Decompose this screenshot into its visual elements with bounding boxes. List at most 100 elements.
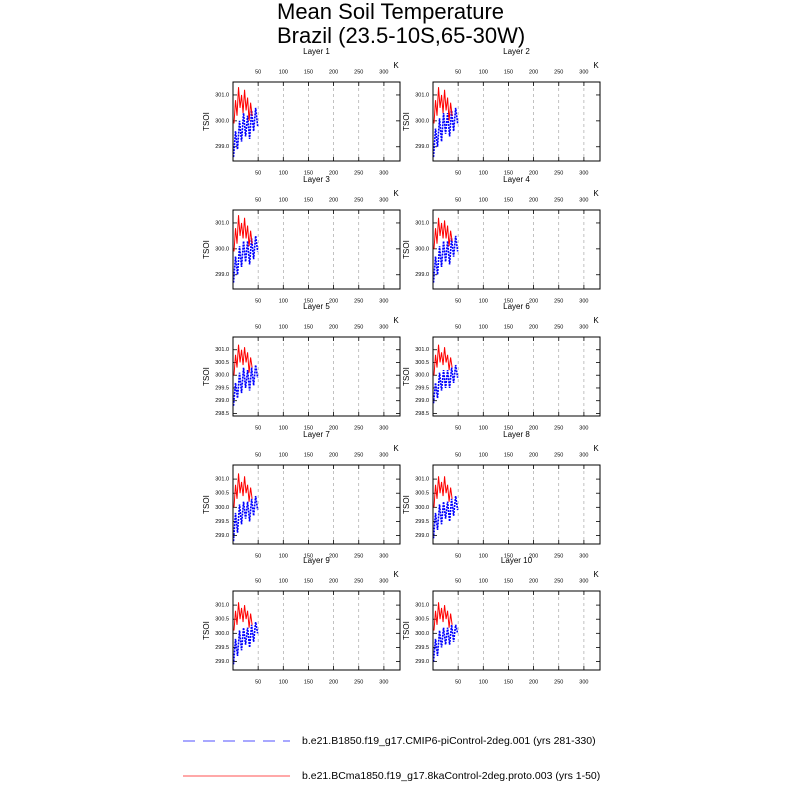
y-tick-label: 301.0 xyxy=(415,220,429,226)
x-tick-label: 100 xyxy=(479,170,488,176)
y-tick-label: 299.0 xyxy=(215,533,229,539)
x-tick-label: 50 xyxy=(255,679,261,685)
x2-tick-label: 200 xyxy=(329,197,338,203)
panel-title: Layer 1 xyxy=(303,47,330,56)
y-tick-label: 300.5 xyxy=(415,360,429,366)
plot-frame xyxy=(432,336,601,417)
y-tick-label: 301.0 xyxy=(215,92,229,98)
panel-title: Layer 2 xyxy=(503,47,530,56)
x2-tick-label: 50 xyxy=(255,197,261,203)
x2-tick-label: 250 xyxy=(554,197,563,203)
x-tick-label: 100 xyxy=(479,679,488,685)
x-tick-label: 100 xyxy=(479,425,488,431)
x2-tick-label: 100 xyxy=(479,452,488,458)
x2-tick-label: 250 xyxy=(554,69,563,75)
y-tick-label: 299.5 xyxy=(215,519,229,525)
panel-title: Layer 9 xyxy=(303,556,330,565)
y-tick-label: 300.5 xyxy=(215,360,229,366)
series-line xyxy=(432,107,459,158)
series-line xyxy=(433,344,453,376)
x2-axis-label: K xyxy=(593,316,599,325)
x2-tick-label: 150 xyxy=(304,69,313,75)
y-tick-label: 300.5 xyxy=(415,491,429,497)
x2-tick-label: 200 xyxy=(529,69,538,75)
y-tick-label: 301.0 xyxy=(215,603,229,609)
panel: Layer 9 TSOI K 50 100 150 200 250 300 50 100 150 200… xyxy=(202,556,401,685)
x2-tick-label: 150 xyxy=(504,197,513,203)
y-tick-label: 299.0 xyxy=(215,144,229,150)
x2-axis-label: K xyxy=(593,444,599,453)
plot-frame xyxy=(432,590,601,671)
y-axis-label: TSOI xyxy=(202,240,211,259)
panel-title: Layer 3 xyxy=(303,175,330,184)
y-tick-label: 300.0 xyxy=(215,505,229,511)
x2-tick-label: 200 xyxy=(529,452,538,458)
x-tick-label: 150 xyxy=(504,298,513,304)
panel-title: Layer 8 xyxy=(503,430,530,439)
x-tick-label: 150 xyxy=(304,170,313,176)
series-line xyxy=(232,495,259,542)
x2-tick-label: 150 xyxy=(304,197,313,203)
x-tick-label: 50 xyxy=(455,553,461,559)
figure-title: Mean Soil Temperature xyxy=(277,0,504,24)
x-tick-label: 250 xyxy=(554,679,563,685)
x2-tick-label: 200 xyxy=(329,578,338,584)
x2-tick-label: 100 xyxy=(279,197,288,203)
series-line xyxy=(232,107,259,158)
x2-axis-label: K xyxy=(593,61,599,70)
x-tick-label: 50 xyxy=(255,553,261,559)
y-tick-label: 299.0 xyxy=(215,659,229,665)
y-tick-label: 298.5 xyxy=(215,411,229,417)
x-tick-label: 100 xyxy=(279,679,288,685)
plot-frame xyxy=(232,81,401,162)
y-tick-label: 300.5 xyxy=(215,617,229,623)
y-tick-label: 299.5 xyxy=(415,385,429,391)
x-tick-label: 100 xyxy=(279,425,288,431)
series-line xyxy=(232,235,259,283)
x2-tick-label: 100 xyxy=(479,324,488,330)
y-tick-label: 299.5 xyxy=(415,645,429,651)
x2-axis-label: K xyxy=(393,570,399,579)
y-tick-label: 301.0 xyxy=(415,477,429,483)
x2-tick-label: 100 xyxy=(279,452,288,458)
y-tick-label: 301.0 xyxy=(215,477,229,483)
panel: Layer 2 TSOI K 50 100 150 200 250 300 50 100 150 200… xyxy=(402,47,601,176)
x-tick-label: 250 xyxy=(354,679,363,685)
x-tick-label: 250 xyxy=(354,170,363,176)
x2-tick-label: 200 xyxy=(329,452,338,458)
x2-tick-label: 250 xyxy=(354,197,363,203)
x2-tick-label: 250 xyxy=(554,324,563,330)
x2-axis-label: K xyxy=(593,570,599,579)
x-tick-label: 250 xyxy=(554,170,563,176)
plot-frame xyxy=(432,209,601,290)
x-tick-label: 200 xyxy=(529,425,538,431)
x-tick-label: 300 xyxy=(579,170,588,176)
x-tick-label: 200 xyxy=(529,679,538,685)
x-tick-label: 150 xyxy=(304,679,313,685)
y-tick-label: 299.0 xyxy=(415,533,429,539)
y-tick-label: 299.0 xyxy=(215,272,229,278)
x2-tick-label: 250 xyxy=(354,69,363,75)
x2-tick-label: 250 xyxy=(354,452,363,458)
plot-frame xyxy=(432,81,601,162)
panel: Layer 3 TSOI K 50 100 150 200 250 300 50 100 150 200… xyxy=(202,175,401,304)
x2-tick-label: 50 xyxy=(455,197,461,203)
x-tick-label: 250 xyxy=(554,425,563,431)
x2-tick-label: 150 xyxy=(504,324,513,330)
x2-tick-label: 50 xyxy=(255,69,261,75)
x-tick-label: 100 xyxy=(279,170,288,176)
x2-tick-label: 250 xyxy=(354,578,363,584)
y-axis-label: TSOI xyxy=(402,240,411,259)
x-tick-label: 300 xyxy=(379,170,388,176)
x-tick-label: 250 xyxy=(354,425,363,431)
legend: b.e21.B1850.f19_g17.CMIP6-piControl-2deg… xyxy=(183,735,600,782)
x2-tick-label: 300 xyxy=(379,69,388,75)
y-tick-label: 301.0 xyxy=(415,603,429,609)
x-tick-label: 100 xyxy=(279,298,288,304)
series-line xyxy=(233,344,253,376)
series-line xyxy=(233,87,253,124)
panel: Layer 7 TSOI K 50 100 150 200 250 300 50 100 150 200… xyxy=(202,430,401,559)
y-tick-label: 300.0 xyxy=(415,505,429,511)
y-tick-label: 300.0 xyxy=(215,118,229,124)
y-tick-label: 299.5 xyxy=(215,645,229,651)
